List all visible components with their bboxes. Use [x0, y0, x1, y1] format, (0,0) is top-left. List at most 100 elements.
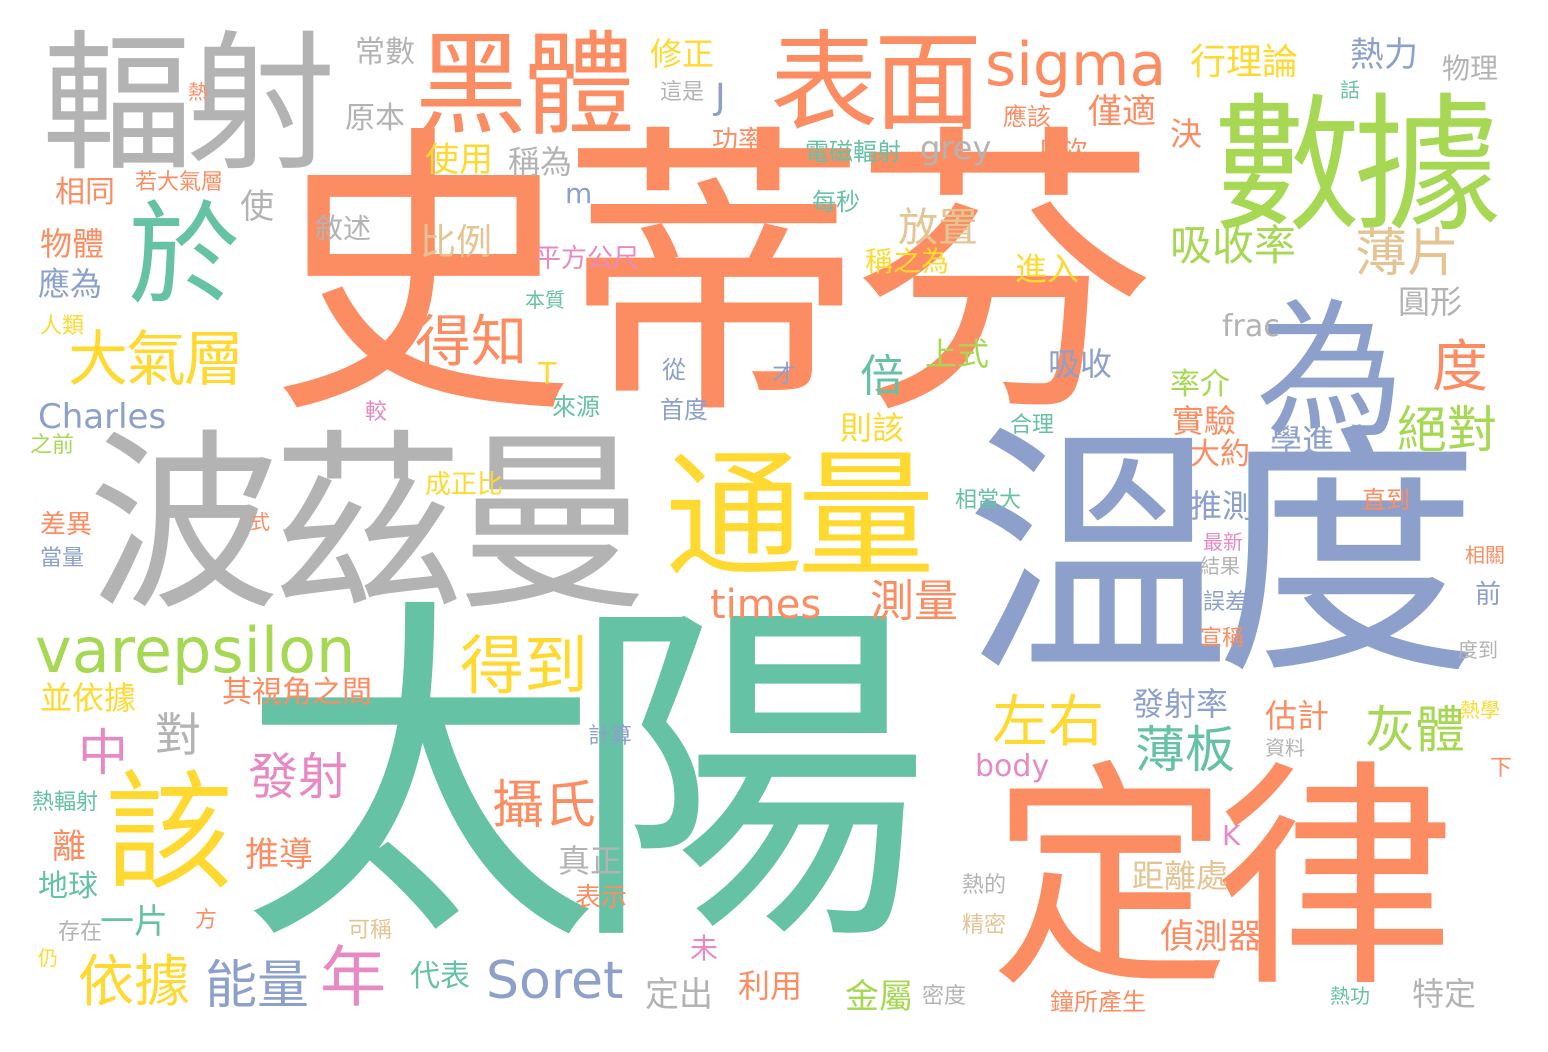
word: 率介 — [1170, 367, 1230, 402]
word: 代表 — [410, 959, 470, 994]
word: 實驗 — [1172, 402, 1237, 440]
word: 相同 — [55, 175, 115, 210]
word: Soret — [486, 951, 624, 1011]
word: 熱的 — [962, 873, 1007, 898]
word: 首度 — [660, 396, 708, 424]
word: 依據 — [78, 950, 190, 1015]
word: 其視角之間 — [222, 675, 372, 710]
word: sigma — [985, 30, 1167, 100]
word: 定律 — [990, 740, 1455, 1020]
word: 可稱 — [348, 918, 393, 943]
word: 度到 — [1458, 638, 1498, 662]
word: 相關 — [1465, 543, 1505, 567]
word: 最新 — [1203, 530, 1243, 554]
word: 上式 — [925, 335, 990, 373]
word: 金屬 — [845, 977, 913, 1017]
word: 估計 — [1265, 697, 1330, 735]
word: 從 — [662, 356, 686, 384]
word: 平方公尺 — [535, 244, 640, 274]
word: 特定 — [1412, 975, 1477, 1013]
word: 波茲曼 — [88, 414, 648, 637]
word: 這是 — [660, 80, 705, 105]
word: 敘述 — [315, 212, 372, 245]
word: 鐘所產生 — [1050, 988, 1146, 1016]
word: 才 — [772, 360, 796, 388]
word: 發射率 — [1132, 685, 1229, 723]
word: 史蒂芬 — [270, 100, 1157, 455]
word: 常數 — [355, 35, 415, 70]
word: 未 — [690, 932, 719, 965]
word: 物體 — [40, 225, 105, 263]
word: 人類 — [40, 314, 85, 339]
word: 表面 — [770, 21, 982, 146]
word: 左右 — [992, 690, 1104, 755]
word: 得到 — [460, 630, 588, 704]
word: 電磁輻射 — [805, 138, 901, 166]
word: 每秒 — [812, 188, 860, 216]
word: 修正 — [650, 35, 715, 73]
word: 學進 — [1270, 422, 1335, 460]
word: 能量 — [205, 956, 310, 1016]
word: 薄板 — [1135, 721, 1235, 779]
word: 物理 — [1442, 52, 1499, 85]
word: 數據 — [1213, 80, 1501, 252]
word: 於 — [128, 191, 240, 321]
word: 進入 — [1015, 250, 1080, 288]
word: 直到 — [1362, 486, 1410, 514]
word: 存在 — [58, 920, 103, 945]
word: 合理 — [1010, 413, 1055, 438]
word: 發射 — [248, 748, 348, 806]
word: 推測 — [1190, 487, 1255, 525]
word: 大約 — [1190, 437, 1250, 472]
word: 當量 — [40, 546, 85, 571]
word: 熱功 — [1330, 984, 1370, 1008]
word: 方 — [195, 908, 218, 933]
word: 並依據 — [40, 679, 137, 717]
word: 圓形 — [1398, 283, 1463, 321]
word: 熱輻射 — [32, 790, 99, 815]
word: 熱學 — [1460, 698, 1500, 722]
word: 測量 — [870, 576, 958, 627]
word: 稱之為 — [865, 245, 950, 278]
word: 前 — [1475, 580, 1502, 610]
word: frac — [1222, 309, 1280, 344]
word: 吸收率 — [1170, 221, 1297, 270]
word: 結果 — [1200, 554, 1240, 578]
word: 薄片 — [1355, 224, 1460, 284]
word: 得知 — [415, 310, 527, 375]
word: 差異 — [40, 510, 93, 540]
word: 為 — [1256, 286, 1404, 458]
word: 對 — [155, 708, 201, 762]
word: 功率 — [712, 126, 765, 156]
word: 地球 — [38, 869, 98, 904]
word: 溫度 — [965, 403, 1480, 711]
word: 黑體 — [415, 21, 635, 151]
word: Charles — [38, 397, 167, 437]
word: 一片 — [100, 902, 168, 942]
word: 下 — [1490, 756, 1513, 781]
word: 比例 — [420, 222, 493, 263]
word: m — [565, 177, 593, 210]
word: 離 — [52, 827, 86, 867]
word: 決 — [1170, 115, 1203, 153]
word: 熱力 — [1350, 35, 1418, 75]
word: 度 — [1432, 335, 1488, 400]
word: 資料 — [1265, 736, 1305, 760]
word: 仍 — [38, 946, 58, 970]
word: 利用 — [738, 967, 803, 1005]
word: 若大氣層 — [135, 170, 224, 195]
word: 話 — [1340, 78, 1360, 102]
word: 稱為 — [508, 143, 573, 181]
word: 使 — [240, 187, 274, 227]
word: 偵測器 — [1160, 917, 1262, 957]
word: grey — [920, 129, 992, 167]
word: 相當大 — [955, 488, 1022, 513]
word: 通量 — [665, 436, 935, 597]
word: 行理論 — [1190, 42, 1299, 83]
word: 式 — [250, 510, 270, 534]
word: 計算 — [588, 724, 633, 749]
word: 熱 — [188, 80, 208, 104]
word: 推導 — [245, 835, 313, 875]
word: 太陽 — [240, 570, 930, 989]
